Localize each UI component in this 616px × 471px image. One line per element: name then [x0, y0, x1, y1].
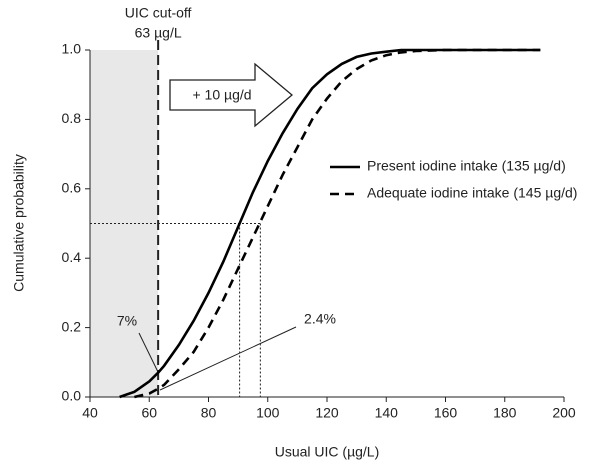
- y-tick-label: 0.6: [62, 180, 82, 196]
- x-tick-label: 120: [315, 405, 339, 421]
- x-tick-label: 180: [493, 405, 517, 421]
- annotation: 2.4%: [304, 311, 336, 327]
- x-axis-title: Usual UIC (µg/L): [275, 444, 380, 460]
- cutoff-label: UIC cut-off: [125, 5, 192, 21]
- y-tick-label: 0.8: [62, 110, 82, 126]
- x-tick-label: 100: [256, 405, 280, 421]
- x-tick-label: 60: [141, 405, 157, 421]
- shift-arrow: [169, 62, 294, 128]
- y-tick-label: 1.0: [62, 41, 82, 57]
- y-tick-label: 0.2: [62, 318, 82, 334]
- y-axis-title: Cumulative probability: [11, 154, 27, 292]
- annotation: 7%: [117, 313, 137, 329]
- leader-line: [138, 332, 159, 373]
- x-tick-label: 40: [82, 405, 98, 421]
- legend-label: Present iodine intake (135 µg/d): [367, 158, 566, 174]
- x-tick-label: 80: [201, 405, 217, 421]
- leader-line: [159, 326, 297, 391]
- x-tick-label: 140: [375, 405, 399, 421]
- x-tick-label: 200: [552, 405, 576, 421]
- series-line: [134, 48, 541, 399]
- y-tick-label: 0.4: [62, 249, 82, 265]
- cutoff-label: 63 µg/L: [135, 25, 182, 41]
- legend-label: Adequate iodine intake (145 µg/d): [367, 185, 577, 201]
- x-tick-label: 160: [434, 405, 458, 421]
- y-tick-label: 0.0: [62, 388, 82, 404]
- shift-label: + 10 µg/d: [192, 87, 251, 103]
